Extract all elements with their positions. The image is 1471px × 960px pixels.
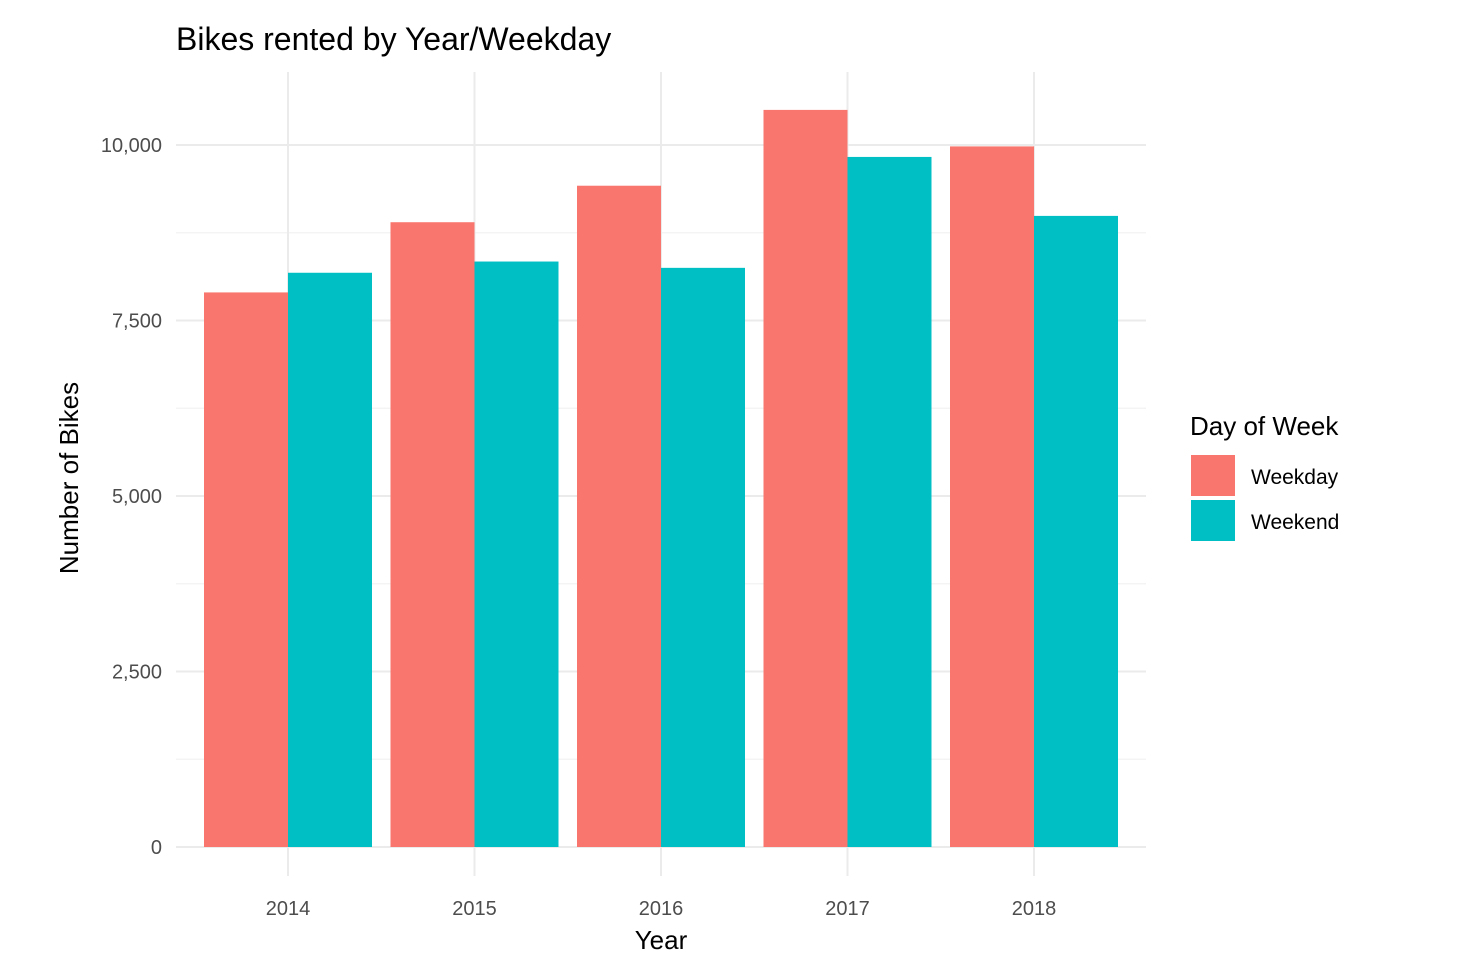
legend-title: Day of Week [1190,411,1339,441]
x-tick-label: 2016 [639,898,684,920]
y-tick-label: 2,500 [112,662,162,684]
bar-weekend-2016 [661,267,745,848]
bar-weekend-2017 [847,156,932,847]
legend-label-weekday: Weekday [1251,466,1339,489]
bar-weekday-2018 [950,146,1034,848]
x-tick-label: 2015 [452,898,497,920]
bar-weekend-2015 [474,261,559,848]
chart-title: Bikes rented by Year/Weekday [176,21,611,57]
bar-weekday-2014 [204,292,288,847]
x-tick-label: 2017 [825,898,870,920]
y-tick-label: 10,000 [101,135,162,157]
bars [204,109,1118,848]
legend-items: Weekday Weekend [1191,455,1339,541]
bar-weekend-2018 [1034,215,1118,848]
bar-weekday-2017 [763,109,848,847]
legend-label-weekend: Weekend [1251,511,1339,534]
y-tick-label: 7,500 [112,311,162,333]
bar-weekday-2016 [577,185,661,847]
y-axis-ticks: 0 2,500 5,000 7,500 10,000 [101,135,162,859]
legend-swatch-weekday [1191,455,1235,496]
x-tick-label: 2014 [266,898,311,920]
y-tick-label: 0 [151,837,162,859]
y-tick-label: 5,000 [112,486,162,508]
x-axis-title: Year [635,925,688,955]
x-tick-label: 2018 [1012,898,1057,920]
legend-swatch-weekend [1191,500,1235,541]
legend: Day of Week Weekday Weekend [1190,411,1339,541]
bar-weekend-2014 [288,272,372,847]
bar-weekday-2015 [390,222,475,848]
y-axis-title: Number of Bikes [54,382,84,574]
x-axis-ticks: 2014 2015 2016 2017 2018 [266,898,1057,920]
